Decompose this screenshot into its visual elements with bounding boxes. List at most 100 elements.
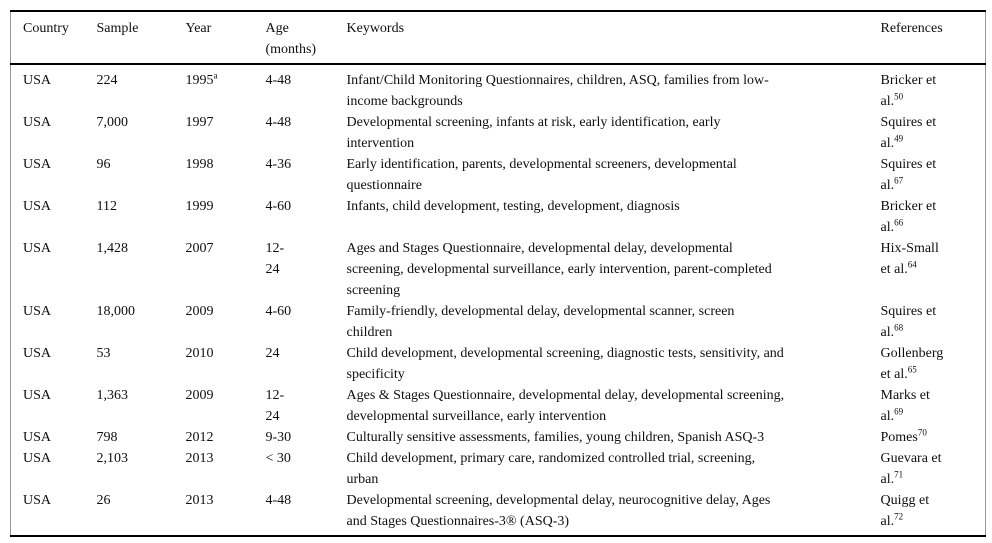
- table-header: Country Sample Year Age (months) Keyword…: [10, 11, 986, 65]
- cell-reference: Pomes70: [881, 427, 986, 448]
- reference-number: 64: [907, 259, 917, 270]
- cell-sample: 18,000: [96, 304, 136, 319]
- cell-sample: 798: [96, 430, 118, 445]
- year-value: 2013: [185, 493, 214, 508]
- cell-age: 4-60: [265, 304, 292, 319]
- cell-sample: 26: [96, 493, 111, 508]
- cell-keywords: Child development, developmental screeni…: [346, 346, 784, 382]
- cell-reference: Squires et al.68: [881, 301, 986, 343]
- cell-keywords: Culturally sensitive assessments, famili…: [346, 430, 765, 445]
- cell-year: 2009: [186, 385, 266, 427]
- cell-age: 12- 24: [265, 241, 285, 277]
- cell-year: 1998: [186, 154, 266, 196]
- cell-age: 4-48: [265, 73, 292, 88]
- table-row: USA 26 2013 4-48 Developmental screening…: [11, 490, 986, 536]
- cell-keywords: Family-friendly, developmental delay, de…: [346, 304, 735, 340]
- reference-number: 50: [894, 91, 904, 102]
- reference-number: 65: [907, 364, 917, 375]
- cell-sample: 1,428: [96, 241, 129, 256]
- year-value: 2009: [185, 304, 214, 319]
- reference-number: 49: [894, 133, 904, 144]
- table-row: USA 53 2010 24 Child development, develo…: [11, 343, 986, 385]
- cell-country: USA: [23, 430, 52, 445]
- reference-number: 71: [894, 469, 904, 480]
- cell-keywords: Developmental screening, infants at risk…: [346, 115, 721, 151]
- reference-authors: Squires et al.: [880, 157, 937, 193]
- cell-reference: Squires et al.49: [881, 112, 986, 154]
- cell-age: 4-36: [265, 157, 292, 172]
- cell-sample: 96: [96, 157, 111, 172]
- cell-country: USA: [23, 157, 52, 172]
- table-row: USA 224 1995a 4-48 Infant/Child Monitori…: [11, 64, 986, 112]
- cell-year: 2013: [186, 490, 266, 536]
- reference-authors: Pomes: [880, 430, 918, 445]
- year-value: 2010: [185, 346, 214, 361]
- table-row: USA 112 1999 4-60 Infants, child develop…: [11, 196, 986, 238]
- cell-keywords: Infants, child development, testing, dev…: [346, 199, 680, 214]
- cell-year: 2012: [186, 427, 266, 448]
- cell-year: 1997: [186, 112, 266, 154]
- year-value: 1997: [185, 115, 214, 130]
- reference-number: 68: [894, 322, 904, 333]
- cell-age: 12- 24: [265, 388, 285, 424]
- reference-authors: Quigg et al.: [880, 493, 930, 529]
- cell-year: 2013: [186, 448, 266, 490]
- year-value: 2009: [185, 388, 214, 403]
- reference-number: 67: [894, 175, 904, 186]
- cell-keywords: Developmental screening, developmental d…: [346, 493, 771, 529]
- cell-country: USA: [23, 73, 52, 88]
- cell-reference: Guevara et al.71: [881, 448, 986, 490]
- cell-year: 1995a: [186, 64, 266, 112]
- studies-table: Country Sample Year Age (months) Keyword…: [10, 10, 986, 537]
- year-value: 1995: [185, 73, 214, 88]
- year-value: 1998: [185, 157, 214, 172]
- cell-country: USA: [23, 346, 52, 361]
- cell-country: USA: [23, 451, 52, 466]
- cell-year: 2007: [186, 238, 266, 301]
- cell-year: 2009: [186, 301, 266, 343]
- reference-number: 72: [894, 511, 904, 522]
- reference-authors: Gollenberg et al.: [880, 346, 944, 382]
- reference-number: 70: [917, 427, 927, 438]
- reference-authors: Marks et al.: [880, 388, 930, 424]
- cell-age: 4-48: [265, 115, 292, 130]
- reference-number: 66: [894, 217, 904, 228]
- cell-country: USA: [23, 115, 52, 130]
- cell-country: USA: [23, 493, 52, 508]
- table-row: USA 798 2012 9-30 Culturally sensitive a…: [11, 427, 986, 448]
- year-value: 2007: [185, 241, 214, 256]
- cell-sample: 2,103: [96, 451, 129, 466]
- header-row: Country Sample Year Age (months) Keyword…: [10, 11, 986, 65]
- cell-sample: 224: [96, 73, 118, 88]
- cell-age: < 30: [265, 451, 291, 466]
- cell-country: USA: [23, 199, 52, 214]
- cell-keywords: Early identification, parents, developme…: [346, 157, 737, 193]
- cell-age: 4-48: [265, 493, 292, 508]
- year-value: 2012: [185, 430, 214, 445]
- column-header-sample: Sample: [96, 11, 186, 65]
- cell-age: 24: [265, 346, 280, 361]
- reference-authors: Guevara et al.: [880, 451, 942, 487]
- reference-authors: Bricker et al.: [880, 199, 937, 235]
- cell-reference: Bricker et al.66: [881, 196, 986, 238]
- cell-sample: 7,000: [96, 115, 129, 130]
- cell-age: 4-60: [265, 199, 292, 214]
- cell-country: USA: [23, 241, 52, 256]
- reference-authors: Squires et al.: [880, 115, 937, 151]
- reference-authors: Hix-Small et al.: [880, 241, 939, 277]
- cell-reference: Squires et al.67: [881, 154, 986, 196]
- table-row: USA 96 1998 4-36 Early identification, p…: [11, 154, 986, 196]
- table-row: USA 7,000 1997 4-48 Developmental screen…: [11, 112, 986, 154]
- cell-reference: Marks et al.69: [881, 385, 986, 427]
- cell-reference: Gollenberg et al.65: [881, 343, 986, 385]
- table-row: USA 1,363 2009 12- 24 Ages & Stages Ques…: [11, 385, 986, 427]
- cell-keywords: Infant/Child Monitoring Questionnaires, …: [346, 73, 769, 109]
- cell-sample: 112: [96, 199, 117, 214]
- column-header-country: Country: [10, 11, 97, 65]
- cell-keywords: Child development, primary care, randomi…: [346, 451, 756, 487]
- reference-number: 69: [894, 406, 904, 417]
- cell-reference: Quigg et al.72: [881, 490, 986, 536]
- table-row: USA 18,000 2009 4-60 Family-friendly, de…: [11, 301, 986, 343]
- cell-year: 1999: [186, 196, 266, 238]
- cell-year: 2010: [186, 343, 266, 385]
